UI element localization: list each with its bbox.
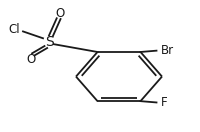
Text: O: O: [55, 7, 65, 20]
Text: Br: Br: [160, 44, 174, 57]
Text: F: F: [160, 96, 167, 109]
Text: Cl: Cl: [8, 23, 20, 36]
Text: S: S: [45, 35, 53, 49]
Text: O: O: [26, 53, 36, 66]
